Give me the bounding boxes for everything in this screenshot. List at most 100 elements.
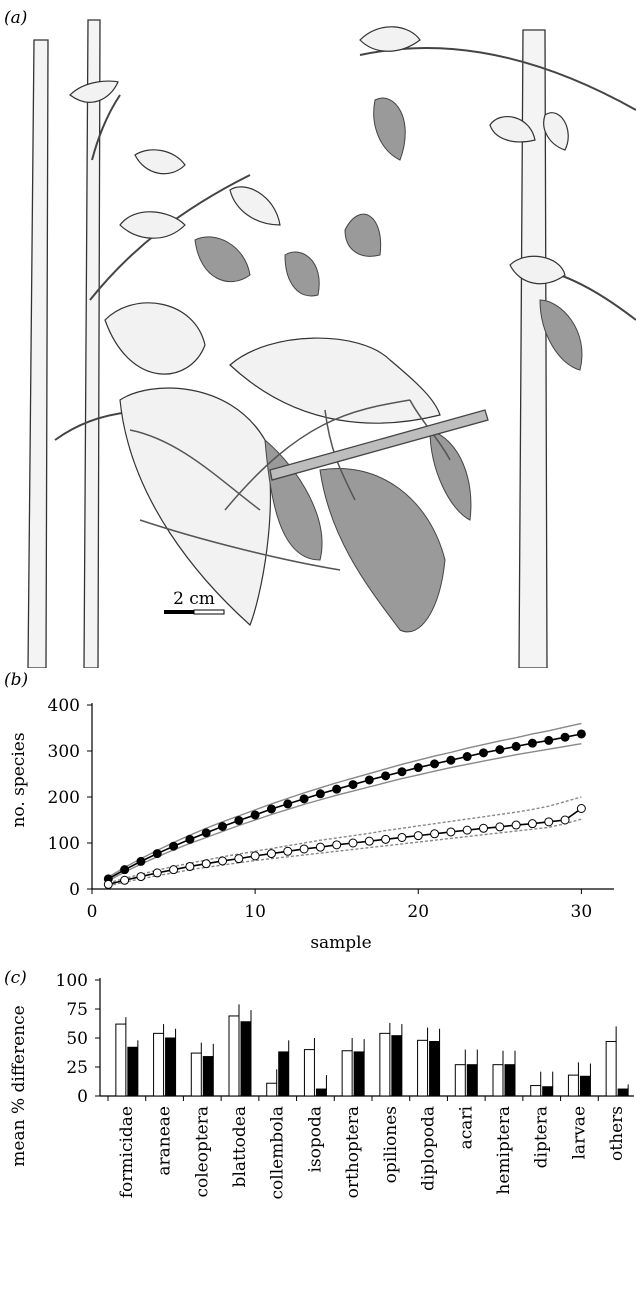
bar-hemiptera-series-1 [504, 1064, 516, 1097]
bar-isopoda-series-1 [315, 1088, 327, 1097]
chart-b-x-tick-label: 10 [244, 902, 266, 922]
chart-c-y-tick-label: 100 [56, 971, 88, 991]
series-0-point [169, 841, 179, 851]
chart-b-y-tick-label: 0 [69, 880, 80, 900]
dead-leaves [194, 97, 583, 633]
series-1-point [218, 856, 227, 866]
panel-label-b: (b) [4, 670, 29, 690]
trunk-right [518, 29, 548, 668]
chart-b-x-tick-label: 20 [407, 902, 429, 922]
series-0-point [218, 821, 227, 831]
chart-b-x-tick-label: 30 [571, 902, 593, 922]
series-1-point [348, 838, 358, 848]
series-0-point [576, 729, 586, 739]
bar-acari-series-0 [454, 1064, 466, 1097]
bar-acari-series-1 [466, 1064, 478, 1097]
series-1-point [413, 831, 423, 841]
series-1-point [479, 823, 488, 833]
chart-b-axes [91, 703, 614, 890]
chart-b-ticks: 0 100 200 300 400 0 10 20 30 [48, 696, 593, 922]
chart-c-y-tick-label: 50 [66, 1029, 88, 1049]
series-0-ci-lower-line [107, 742, 582, 882]
category-label-orthoptera: orthoptera [343, 1106, 363, 1198]
series-1-point [250, 851, 260, 861]
chart-b-y-tick-label: 400 [48, 696, 80, 716]
series-0-point [544, 735, 554, 745]
category-label-coleoptera: coleoptera [192, 1106, 212, 1198]
series-0-point [381, 771, 391, 781]
trunk-left [27, 39, 49, 668]
bar-coleoptera-series-0 [190, 1052, 202, 1097]
series-1-point [511, 820, 521, 830]
bar-opiliones-series-1 [391, 1035, 403, 1097]
mean-percent-difference-chart: 0 25 50 75 100 formicidae araneae coleoptera bl… [9, 971, 634, 1200]
series-0-point [283, 799, 293, 809]
series-1-point [120, 875, 130, 885]
chart-b-y-axis-label: no. species [9, 732, 29, 827]
twig [269, 409, 489, 481]
series-0-point [413, 763, 423, 773]
bar-orthoptera-series-1 [353, 1051, 365, 1097]
chart-b-x-axis-label: sample [310, 933, 371, 953]
species-accumulation-chart: 0 100 200 300 400 0 10 20 30 no. species sample [9, 696, 614, 953]
category-label-diptera: diptera [532, 1106, 552, 1168]
chart-c-y-tick-label: 25 [66, 1058, 88, 1078]
bar-opiliones-series-0 [379, 1032, 391, 1097]
series-0-point [527, 738, 537, 748]
series-1-point [364, 836, 374, 846]
bar-collembola-series-0 [266, 1082, 278, 1097]
scale-bar: 2 cm [164, 589, 225, 615]
bar-blattodea-series-1 [240, 1021, 252, 1097]
series-1-point [136, 872, 146, 882]
chart-c-axes [99, 978, 634, 1097]
series-0-point [185, 834, 195, 844]
category-label-blattodea: blattodea [230, 1106, 250, 1187]
series-1-point [462, 825, 472, 835]
chart-c-bars [115, 1004, 629, 1097]
category-label-formicidae: formicidae [117, 1106, 137, 1198]
tree-trunks [27, 19, 548, 668]
category-label-hemiptera: hemiptera [494, 1106, 514, 1195]
bar-isopoda-series-0 [303, 1049, 315, 1097]
category-label-larvae: larvae [569, 1106, 589, 1160]
series-0-point [511, 741, 521, 751]
bar-blattodea-series-0 [228, 1015, 240, 1097]
series-1-ci-lower-line [108, 818, 582, 887]
series-1-point [185, 861, 195, 871]
series-1-point [332, 840, 342, 850]
series-0-point [299, 794, 309, 804]
series-0-point [315, 789, 325, 799]
spider-web-leaf-illustration: 2 cm [27, 19, 636, 668]
chart-c-y-tick-label: 75 [66, 1000, 88, 1020]
chart-c-ticks: 0 25 50 75 100 [56, 971, 599, 1107]
bar-diptera-series-0 [530, 1085, 542, 1097]
bar-diplopoda-series-0 [417, 1039, 429, 1097]
series-1-point [169, 865, 179, 875]
series-0-point [446, 755, 456, 765]
chart-c-y-axis-label: mean % difference [9, 1005, 29, 1166]
series-0-ci-upper-line [107, 722, 582, 878]
series-1-point [201, 859, 211, 869]
bar-larvae-series-1 [579, 1075, 591, 1097]
series-0-point [266, 804, 276, 814]
series-1-point [544, 817, 554, 827]
series-0-point [348, 780, 358, 790]
series-1-point [152, 868, 162, 878]
chart-b-y-tick-label: 300 [48, 742, 80, 762]
series-0-point [560, 732, 570, 742]
chart-b-x-tick-label: 0 [87, 902, 98, 922]
series-1-point [495, 822, 505, 832]
bar-araneae-series-0 [153, 1032, 165, 1097]
series-0-point [462, 752, 472, 762]
chart-c-y-tick-label: 0 [77, 1087, 88, 1107]
series-0-point [495, 745, 505, 755]
green-leaves [69, 26, 569, 627]
series-0-point [234, 815, 244, 825]
bar-others-series-1 [617, 1088, 629, 1097]
category-label-diplopoda: diplopoda [419, 1106, 439, 1191]
series-1-point [283, 846, 293, 856]
category-label-isopoda: isopoda [305, 1106, 325, 1173]
series-0-point [136, 856, 146, 866]
trunk-second [83, 19, 101, 668]
series-1-point [299, 844, 309, 854]
